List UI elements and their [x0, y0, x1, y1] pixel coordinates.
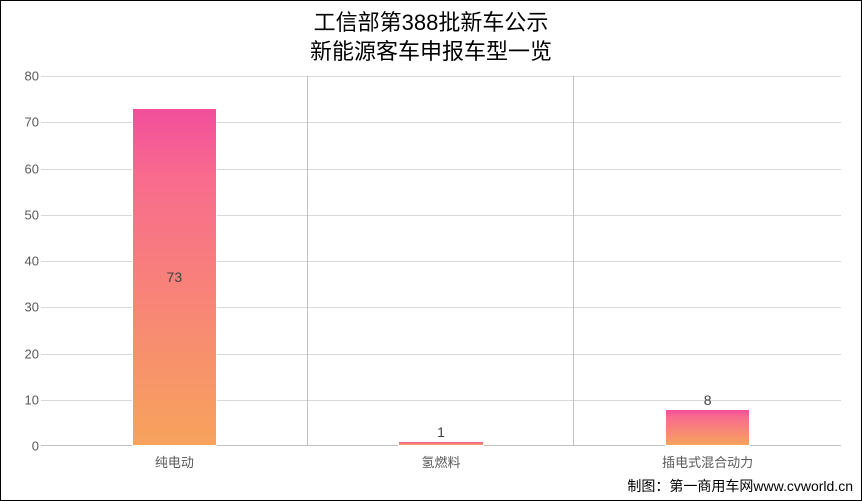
category-section: 8插电式混合动力	[574, 76, 841, 446]
bar: 73	[132, 108, 217, 446]
y-tick-label: 60	[11, 161, 39, 176]
y-tick-label: 0	[11, 439, 39, 454]
category-section: 1氢燃料	[308, 76, 575, 446]
chart-title: 工信部第388批新车公示 新能源客车申报车型一览	[1, 1, 861, 66]
bar-value-label: 1	[399, 424, 482, 440]
y-tick-label: 70	[11, 115, 39, 130]
y-tick-label: 20	[11, 346, 39, 361]
plot-region: 73纯电动1氢燃料8插电式混合动力	[41, 76, 841, 446]
bar-value-label: 8	[666, 392, 749, 408]
bar: 1	[398, 441, 483, 446]
title-line-1: 工信部第388批新车公示	[1, 9, 861, 38]
x-category-label: 氢燃料	[308, 452, 575, 471]
y-axis: 01020304050607080	[11, 76, 39, 446]
y-tick-label: 50	[11, 207, 39, 222]
x-category-label: 纯电动	[41, 452, 308, 471]
y-tick-label: 80	[11, 69, 39, 84]
title-line-2: 新能源客车申报车型一览	[1, 38, 861, 67]
credit-text: 制图：第一商用车网www.cvworld.cn	[627, 476, 853, 496]
y-tick-label: 10	[11, 392, 39, 407]
y-tick-label: 30	[11, 300, 39, 315]
x-category-label: 插电式混合动力	[574, 452, 841, 471]
category-section: 73纯电动	[41, 76, 308, 446]
y-tick-label: 40	[11, 254, 39, 269]
chart-plot-area: 01020304050607080 73纯电动1氢燃料8插电式混合动力	[41, 76, 841, 446]
bar-value-label: 73	[133, 269, 216, 285]
bar: 8	[665, 409, 750, 446]
